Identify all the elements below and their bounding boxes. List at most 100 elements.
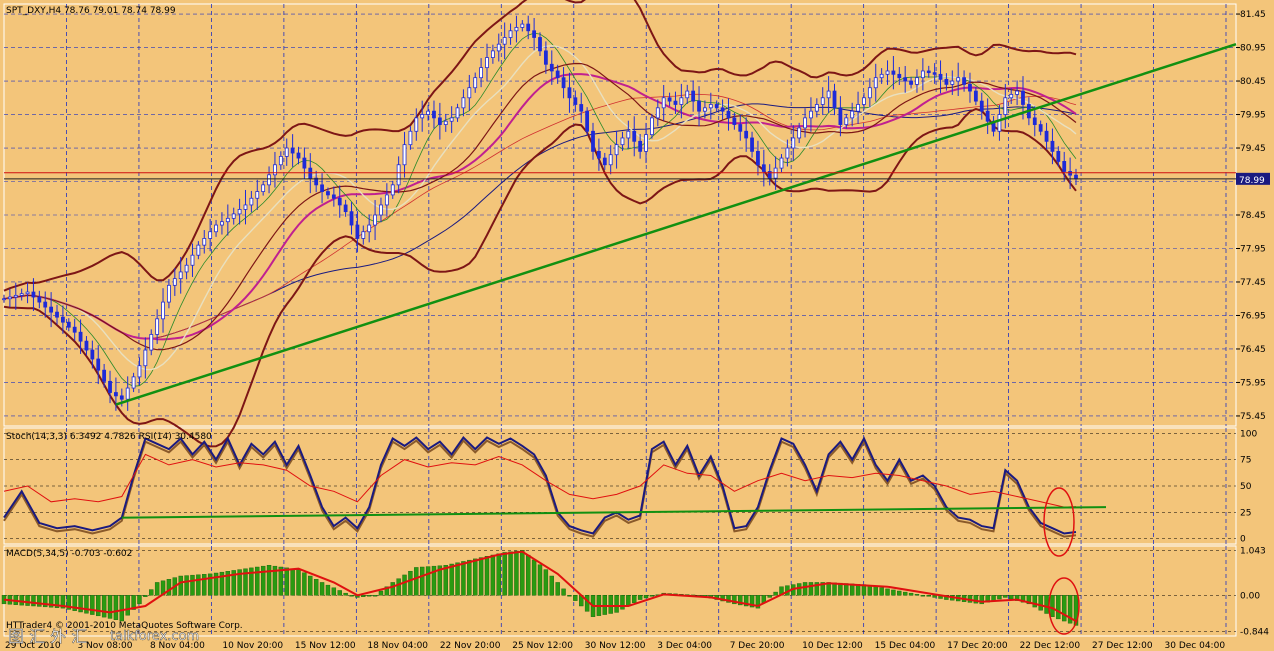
candle-body [826,90,831,99]
candle-body [597,150,601,159]
macd-bar [90,595,95,615]
y-tick-label: 80.95 [1240,44,1266,54]
candle-body [390,184,395,196]
macd-bar [814,582,820,596]
x-tick-label: 17 Dec 20:00 [947,641,1008,651]
candle-body [96,358,101,371]
macd-bar [531,559,537,596]
candle-body [379,204,383,216]
candle-body [814,104,819,112]
macd-bar [1026,595,1032,605]
candle-body [479,67,483,79]
candle-body [167,284,171,303]
y-tick-label: 78.45 [1240,211,1266,221]
candle-body [703,107,707,112]
candle-body [567,87,572,99]
candle-body [467,87,472,99]
macd-bar [455,562,460,596]
macd-bar [1032,595,1037,608]
candle-body [261,184,266,192]
candle-body [243,204,248,210]
macd-bar [437,565,443,596]
stoch-title: Stoch(14,3,3) 6.3492 4.7826 RSI(14) 30.4… [6,432,212,442]
x-tick-label: 8 Nov 04:00 [150,641,205,651]
candle-body [750,137,754,152]
candle-body [862,97,866,105]
macd-bar [902,591,908,596]
price-title: SPT_DXY,H4 78.76 79.01 78.74 78.99 [6,6,176,16]
macd-bar [296,569,301,596]
macd-bar [278,566,284,596]
macd-bar [372,595,378,597]
macd-bar [107,595,113,619]
macd-bar [484,556,490,596]
price-pane [2,0,1237,448]
macd-bar [225,571,231,596]
candle-body [632,130,637,142]
macd-bar [219,571,225,596]
axes: 29 Oct 2010 3 Nov 08:00 8 Nov 04:00 10 Nov … [5,10,1270,651]
candle-body [178,271,183,280]
candle-body [579,104,584,112]
macd-bar [207,573,213,596]
macd-bar [131,595,136,610]
candle-body [655,107,660,119]
candle-body [196,244,201,256]
macd-bar [1067,595,1073,624]
candle-body [720,107,725,112]
candle-body [673,100,678,105]
macd-bar [773,591,778,596]
stoch-y-label: 75 [1240,456,1251,466]
macd-bar [1056,595,1061,620]
x-tick-label: 15 Nov 12:00 [295,641,356,651]
macd-bar [290,568,295,596]
x-tick-label: 30 Dec 04:00 [1165,641,1226,651]
candle-body [461,97,466,109]
candle-body [638,140,643,152]
candle-body [455,107,460,119]
candle-body [956,77,961,82]
candle-body [549,63,554,72]
candle-body [885,70,890,75]
macd-bar [66,595,71,610]
macd-bar [213,572,219,596]
macd-bar [626,595,631,607]
y-tick-label: 80.45 [1240,77,1266,87]
candle-body [1056,150,1061,162]
macd-bar [84,595,89,614]
candle-body [267,174,271,186]
candle-body [944,78,949,85]
macd-bar [325,584,331,596]
macd-bar [897,590,902,596]
macd-bar [632,595,637,603]
macd-bar [54,595,60,608]
candle-body [897,73,902,79]
x-tick-label: 10 Nov 20:00 [222,641,283,651]
macd-bar [43,595,48,608]
candle-body [72,326,77,333]
candle-body [7,296,12,300]
macd-bar [260,565,266,596]
macd-bar [496,553,501,596]
macd-y-label: -0.844 [1240,627,1269,637]
macd-bar [891,589,896,596]
macd-bar [979,595,984,605]
candle-body [685,90,690,99]
macd-bar [284,567,289,596]
macd-bar [196,574,201,596]
macd-bar [125,595,130,616]
candle-body [714,104,719,109]
x-tick-label: 15 Dec 04:00 [875,641,936,651]
candle-body [962,77,966,85]
candle-body [679,97,684,105]
candle-body [526,23,531,32]
macd-bar [137,595,142,605]
macd-bar [1009,595,1014,600]
candle-body [55,311,59,318]
x-tick-label: 22 Dec 12:00 [1020,641,1081,651]
candle-body [532,30,537,38]
macd-bar [402,574,407,596]
candle-body [184,264,189,273]
candle-body [78,331,83,342]
macd-bar [331,587,337,596]
